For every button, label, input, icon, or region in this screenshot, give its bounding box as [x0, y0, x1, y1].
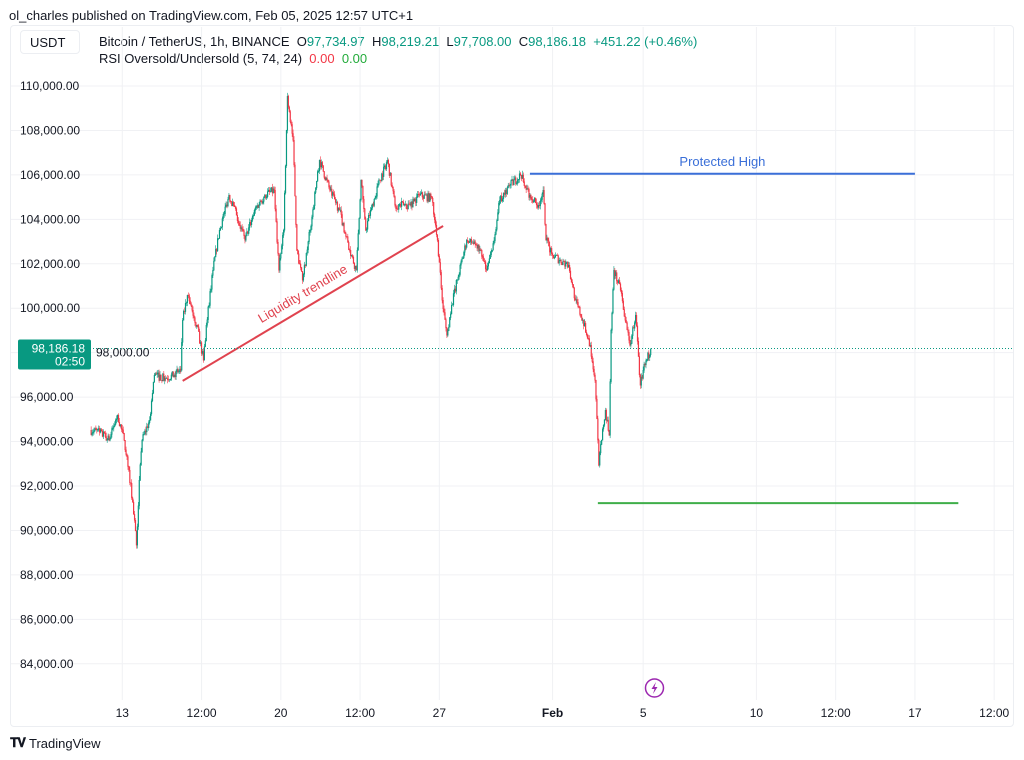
low-value: 97,708.00	[453, 34, 512, 49]
symbol-legend: Bitcoin / TetherUS, 1h, BINANCE O97,734.…	[99, 33, 697, 50]
close-value: 98,186.18	[528, 34, 586, 49]
high-value: 98,219.21	[381, 34, 440, 49]
symbol-name[interactable]: Bitcoin / TetherUS, 1h, BINANCE	[99, 34, 290, 49]
x-tick-label: 12:00	[821, 706, 851, 720]
liquidity-trendline	[182, 225, 444, 382]
lightning-bolt-glyph	[651, 682, 658, 694]
y-tick-label: 98,000.00	[96, 346, 150, 360]
indicator-legend: RSI Oversold/Undersold (5, 74, 24) 0.00 …	[99, 50, 697, 67]
tradingview-logo: 𝐓𝐕	[10, 735, 26, 750]
y-tick-label: 86,000.00	[20, 612, 74, 626]
indicator-value-2: 0.00	[341, 51, 368, 66]
y-tick-label: 104,000.00	[20, 212, 80, 226]
y-tick-label: 96,000.00	[20, 390, 74, 404]
last-price-badge	[18, 339, 91, 370]
y-tick-label: 92,000.00	[20, 479, 74, 493]
y-tick-label: 106,000.00	[20, 168, 80, 182]
protected-high-label: Protected High	[679, 154, 765, 169]
chart-frame	[10, 25, 1014, 727]
published-info: ol_charles published on TradingView.com,…	[9, 8, 414, 23]
x-tick-label: 27	[433, 706, 447, 720]
x-tick-label: 12:00	[979, 706, 1009, 720]
footer-brand: 𝐓𝐕 TradingView	[10, 735, 101, 751]
x-tick-label: 12:00	[187, 706, 217, 720]
x-tick-label: 20	[274, 706, 288, 720]
y-tick-label: 90,000.00	[20, 523, 74, 537]
x-tick-label: 10	[750, 706, 764, 720]
y-tick-label: 102,000.00	[20, 257, 80, 271]
currency-button[interactable]: USDT	[20, 30, 80, 54]
x-tick-label: 12:00	[345, 706, 375, 720]
open-value: 97,734.97	[306, 34, 365, 49]
open-label: O	[296, 34, 307, 49]
indicator-name[interactable]: RSI Oversold/Undersold (5, 74, 24)	[99, 51, 303, 66]
y-tick-label: 84,000.00	[20, 657, 74, 671]
close-label: C	[518, 34, 529, 49]
change-value: +451.22 (+0.46%)	[593, 34, 698, 49]
y-tick-label: 88,000.00	[20, 568, 74, 582]
x-tick-label: 5	[640, 706, 647, 720]
y-tick-label: 94,000.00	[20, 435, 74, 449]
chart-legend: Bitcoin / TetherUS, 1h, BINANCE O97,734.…	[99, 33, 697, 67]
last-price-value: 98,186.18	[32, 342, 86, 356]
bar-countdown: 02:50	[55, 355, 85, 369]
brand-name: TradingView	[29, 735, 101, 751]
indicator-value-1: 0.00	[309, 51, 335, 66]
low-label: L	[446, 34, 454, 49]
y-tick-label: 110,000.00	[20, 79, 79, 93]
trendline-label: Liquidity trendline	[255, 261, 350, 326]
y-tick-label: 108,000.00	[20, 123, 80, 137]
high-label: H	[371, 34, 382, 49]
x-tick-label: 13	[116, 706, 130, 720]
y-tick-label: 100,000.00	[20, 301, 80, 315]
x-tick-label: 17	[908, 706, 922, 720]
x-tick-label: Feb	[542, 706, 563, 720]
